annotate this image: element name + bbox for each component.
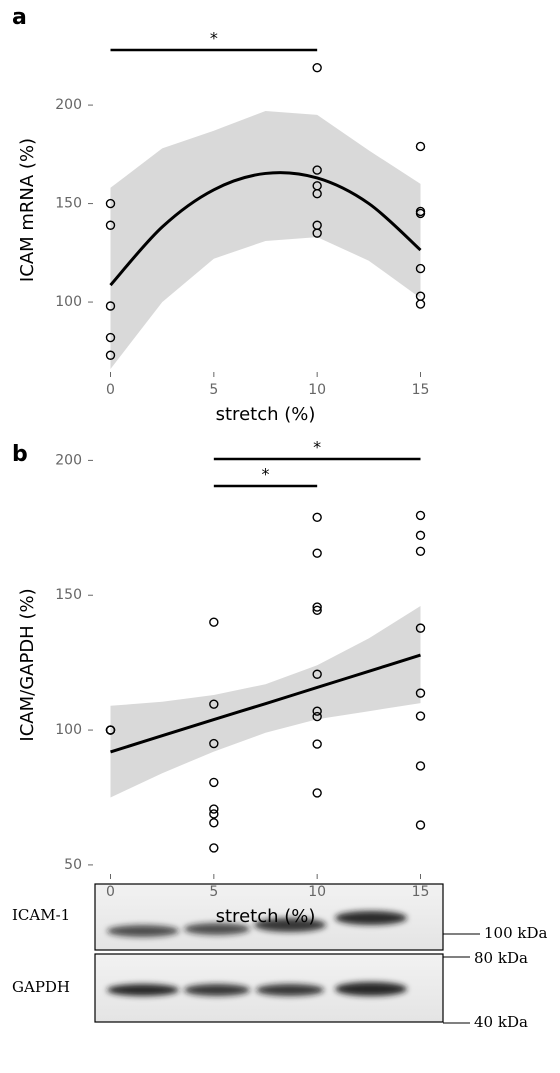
panel-label: a bbox=[12, 5, 27, 30]
y-tick-label: 50 bbox=[64, 857, 82, 873]
data-point bbox=[417, 511, 425, 519]
x-tick-label: 10 bbox=[308, 382, 326, 398]
y-tick-label: 100 bbox=[55, 722, 82, 738]
y-axis-label: ICAM mRNA (%) bbox=[17, 138, 38, 282]
data-point bbox=[417, 531, 425, 539]
data-point bbox=[210, 810, 218, 818]
panel: a 100 150 200 0 5 10 15 stretch (%) ICAM mRNA (%)… bbox=[12, 5, 429, 425]
data-point bbox=[210, 819, 218, 827]
y-tick-label: 150 bbox=[55, 196, 82, 212]
data-point bbox=[417, 142, 425, 150]
y-tick-label: 200 bbox=[55, 452, 82, 468]
confidence-band bbox=[111, 111, 421, 369]
x-tick-label: 0 bbox=[106, 884, 115, 900]
panel: b 50 100 150 200 0 5 10 15 stretch (%) ICAM/GAPDH … bbox=[12, 438, 429, 928]
panel-label: b bbox=[12, 442, 28, 467]
data-point bbox=[417, 300, 425, 308]
x-tick-label: 10 bbox=[308, 884, 326, 900]
x-tick-label: 0 bbox=[106, 382, 115, 398]
x-tick-label: 5 bbox=[209, 884, 218, 900]
data-point bbox=[313, 64, 321, 72]
significance-label: * bbox=[262, 465, 270, 484]
x-tick-label: 15 bbox=[412, 884, 430, 900]
marker-label: 100 kDa bbox=[484, 924, 548, 942]
data-point bbox=[417, 712, 425, 720]
data-point bbox=[417, 821, 425, 829]
marker-label: 40 kDa bbox=[474, 1013, 528, 1031]
data-point bbox=[313, 513, 321, 521]
blot-row-label: ICAM-1 bbox=[12, 906, 70, 924]
marker-label: 80 kDa bbox=[474, 949, 528, 967]
significance-label: * bbox=[313, 438, 321, 457]
data-point bbox=[210, 618, 218, 626]
data-point bbox=[313, 740, 321, 748]
x-axis-label: stretch (%) bbox=[216, 404, 316, 425]
x-axis-label: stretch (%) bbox=[216, 906, 316, 927]
figure: ICAM-1 GAPDH 100 kDa 80 kDa 40 kDa a1001… bbox=[0, 0, 560, 1073]
confidence-band bbox=[111, 606, 421, 798]
y-axis-label: ICAM/GAPDH (%) bbox=[17, 588, 38, 741]
x-tick-label: 15 bbox=[412, 382, 430, 398]
data-point bbox=[210, 778, 218, 786]
y-tick-label: 200 bbox=[55, 97, 82, 113]
x-tick-label: 5 bbox=[209, 382, 218, 398]
y-tick-label: 150 bbox=[55, 587, 82, 603]
blot-row-label: GAPDH bbox=[12, 978, 70, 996]
data-point bbox=[313, 789, 321, 797]
data-point bbox=[417, 547, 425, 555]
data-point bbox=[313, 549, 321, 557]
data-point bbox=[210, 844, 218, 852]
y-tick-label: 100 bbox=[55, 294, 82, 310]
significance-label: * bbox=[210, 29, 218, 48]
data-point bbox=[417, 762, 425, 770]
